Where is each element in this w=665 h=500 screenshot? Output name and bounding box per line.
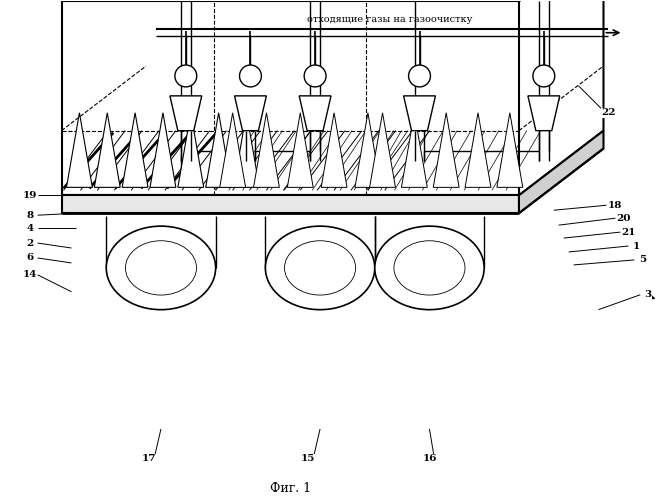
Ellipse shape — [375, 226, 484, 310]
Polygon shape — [66, 113, 92, 188]
Polygon shape — [528, 96, 560, 130]
Polygon shape — [465, 113, 491, 188]
Polygon shape — [404, 96, 436, 130]
Polygon shape — [434, 113, 459, 188]
Polygon shape — [321, 113, 347, 188]
Polygon shape — [235, 96, 267, 130]
Polygon shape — [402, 113, 428, 188]
Ellipse shape — [106, 226, 215, 310]
Text: 20: 20 — [616, 214, 630, 222]
Text: 4: 4 — [26, 224, 33, 232]
Text: 22: 22 — [601, 108, 616, 118]
Polygon shape — [205, 113, 231, 188]
Text: 21: 21 — [621, 228, 636, 236]
Text: 8: 8 — [26, 210, 33, 220]
Circle shape — [408, 65, 430, 87]
Polygon shape — [497, 113, 523, 188]
Ellipse shape — [265, 226, 375, 310]
Circle shape — [175, 65, 197, 87]
Polygon shape — [253, 113, 279, 188]
Circle shape — [533, 65, 555, 87]
Polygon shape — [299, 96, 331, 130]
Polygon shape — [62, 196, 519, 213]
Polygon shape — [122, 113, 148, 188]
Polygon shape — [355, 113, 381, 188]
Polygon shape — [519, 130, 603, 213]
Text: 1: 1 — [632, 242, 640, 250]
Text: 3: 3 — [644, 290, 652, 299]
Polygon shape — [178, 113, 203, 188]
Text: Фиг. 1: Фиг. 1 — [270, 482, 311, 495]
Text: 14: 14 — [23, 270, 37, 280]
Text: 16: 16 — [422, 454, 437, 464]
Circle shape — [304, 65, 326, 87]
Text: 18: 18 — [607, 200, 622, 210]
Polygon shape — [94, 113, 120, 188]
Polygon shape — [62, 2, 519, 196]
Polygon shape — [170, 96, 201, 130]
Text: 5: 5 — [638, 256, 646, 264]
Text: 2: 2 — [26, 238, 33, 248]
Polygon shape — [150, 113, 176, 188]
Polygon shape — [233, 113, 259, 188]
Polygon shape — [219, 113, 245, 188]
Polygon shape — [287, 113, 313, 188]
Text: 19: 19 — [23, 191, 37, 200]
Polygon shape — [370, 113, 396, 188]
Polygon shape — [62, 0, 603, 2]
Text: 15: 15 — [301, 454, 315, 464]
Text: 6: 6 — [26, 254, 33, 262]
Text: 17: 17 — [142, 454, 156, 464]
Circle shape — [239, 65, 261, 87]
Polygon shape — [519, 0, 603, 196]
Text: отходящие газы на газоочистку: отходящие газы на газоочистку — [307, 15, 472, 24]
